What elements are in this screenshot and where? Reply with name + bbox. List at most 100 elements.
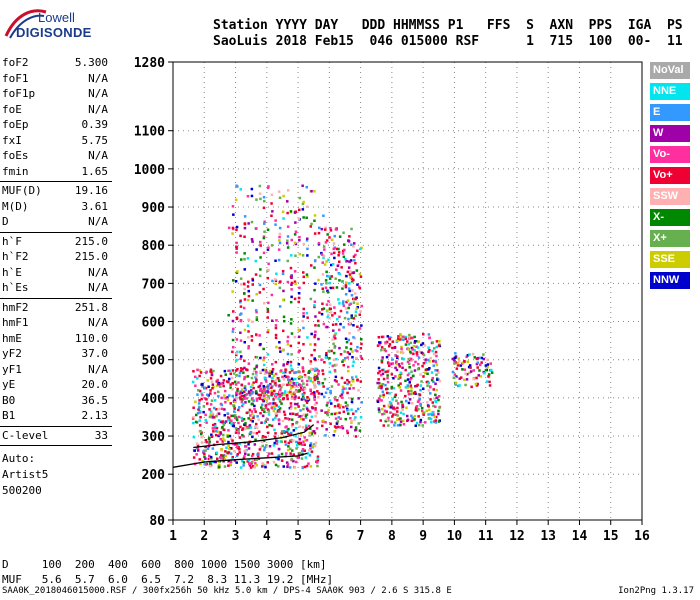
echo-point — [250, 194, 254, 198]
echo-point — [272, 409, 276, 413]
echo-point — [252, 369, 256, 373]
echo-point — [469, 370, 473, 373]
echo-point — [294, 460, 298, 464]
echo-point — [424, 421, 427, 424]
echo-point — [324, 356, 328, 359]
echo-point — [229, 386, 232, 389]
echo-point — [208, 440, 211, 443]
echo-point — [329, 311, 333, 314]
echo-point — [301, 184, 304, 187]
echo-point — [422, 413, 425, 416]
echo-point — [236, 270, 239, 273]
echo-point — [435, 415, 438, 419]
echo-point — [278, 391, 282, 394]
echo-point — [432, 364, 435, 367]
echo-point — [380, 361, 384, 364]
echo-point — [290, 281, 294, 285]
echo-point — [223, 408, 226, 411]
echo-point — [253, 408, 256, 411]
echo-point — [250, 187, 254, 191]
echo-point — [242, 435, 245, 438]
echo-point — [480, 361, 483, 364]
echo-point — [290, 276, 293, 279]
echo-point — [351, 376, 354, 379]
echo-point — [305, 205, 309, 208]
echo-point — [302, 370, 305, 373]
echo-point — [298, 286, 301, 290]
echo-point — [308, 379, 311, 382]
echo-point — [298, 235, 301, 239]
echo-point — [266, 308, 270, 311]
echo-point — [244, 422, 247, 425]
echo-point — [270, 386, 273, 389]
y-tick-label: 800 — [142, 239, 166, 254]
echo-point — [358, 287, 362, 290]
echo-point — [341, 388, 344, 392]
echo-point — [427, 350, 430, 353]
echo-point — [381, 383, 385, 386]
echo-point — [378, 400, 381, 403]
echo-point — [292, 429, 296, 432]
param-row-foes: foEs N/A — [2, 149, 108, 163]
echo-point — [478, 356, 482, 360]
echo-point — [297, 292, 301, 295]
echo-point — [277, 248, 281, 251]
echo-point — [209, 377, 213, 380]
echo-point — [393, 407, 397, 411]
echo-point — [286, 417, 289, 420]
echo-point — [353, 292, 357, 295]
echo-point — [395, 368, 399, 372]
param-value: 0.39 — [81, 118, 109, 131]
echo-point — [342, 387, 345, 391]
echo-point — [252, 381, 255, 384]
echo-point — [407, 401, 411, 405]
echo-point — [356, 349, 359, 353]
echo-point — [344, 417, 347, 421]
echo-point — [226, 434, 229, 437]
echo-point — [251, 459, 255, 462]
echo-point — [406, 414, 409, 418]
echo-point — [261, 435, 265, 438]
legend-item-noval: NoVal — [650, 62, 690, 79]
echo-point — [198, 424, 202, 427]
echo-point — [434, 350, 438, 354]
echo-point — [282, 298, 285, 301]
echo-point — [337, 251, 341, 254]
echo-point — [237, 445, 240, 449]
echo-point — [382, 377, 386, 381]
echo-point — [274, 278, 277, 281]
echo-point — [255, 364, 259, 367]
echo-point — [397, 417, 401, 421]
echo-point — [291, 439, 295, 442]
echo-point — [427, 333, 431, 336]
echo-point — [208, 464, 212, 468]
echo-point — [220, 396, 223, 400]
echo-point — [244, 388, 247, 392]
legend-item-xminus: X- — [650, 209, 690, 226]
echo-point — [286, 361, 290, 364]
echo-point — [324, 325, 328, 329]
echo-point — [309, 297, 313, 301]
echo-point — [380, 383, 383, 386]
echo-point — [402, 419, 405, 423]
echo-point — [199, 462, 202, 466]
footer-d-line: D 100 200 400 600 800 1000 1500 3000 [km… — [2, 558, 327, 571]
echo-point — [421, 424, 424, 427]
echo-point — [259, 356, 262, 360]
echo-point — [345, 281, 348, 285]
echo-point — [274, 360, 278, 364]
echo-point — [221, 454, 224, 457]
echo-point — [288, 371, 292, 374]
echo-point — [322, 254, 326, 258]
echo-point — [325, 428, 328, 431]
x-tick-label: 13 — [540, 529, 556, 544]
echo-point — [290, 254, 293, 257]
echo-point — [273, 383, 277, 386]
echo-point — [313, 376, 316, 380]
echo-point — [235, 353, 238, 357]
echo-point — [255, 426, 259, 430]
echo-point — [489, 362, 492, 365]
echo-point — [289, 452, 292, 455]
echo-point — [282, 329, 285, 333]
echo-point — [329, 303, 332, 306]
